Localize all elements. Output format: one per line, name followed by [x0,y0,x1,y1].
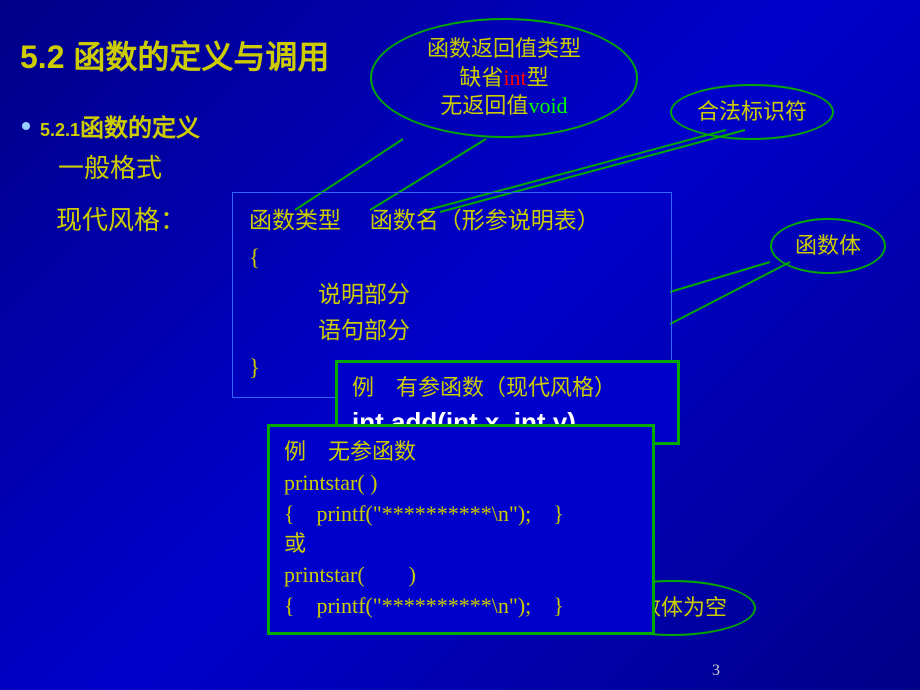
label-modern-style: 现代风格： [56,200,186,237]
callout1-line2: 缺省int型 [459,64,548,93]
callout-body: 函数体 [770,218,886,274]
callout1-line1: 函数返回值类型 [427,35,581,64]
subtitle-row: 5.2.1函数的定义 [22,108,200,143]
bullet-icon [22,122,30,130]
subtitle: 5.2.1函数的定义 [40,108,200,143]
page-number: 3 [712,662,720,680]
callout1-line3: 无返回值void [440,92,567,121]
label-general-format: 一般格式 [58,148,162,185]
callout-return-type: 函数返回值类型 缺省int型 无返回值void [370,18,638,138]
slide-title: 5.2 函数的定义与调用 [20,32,329,78]
callout-identifier: 合法标识符 [670,84,834,140]
example-box-noparam: 例 无参函数 printstar( ) { printf("**********… [267,424,655,635]
